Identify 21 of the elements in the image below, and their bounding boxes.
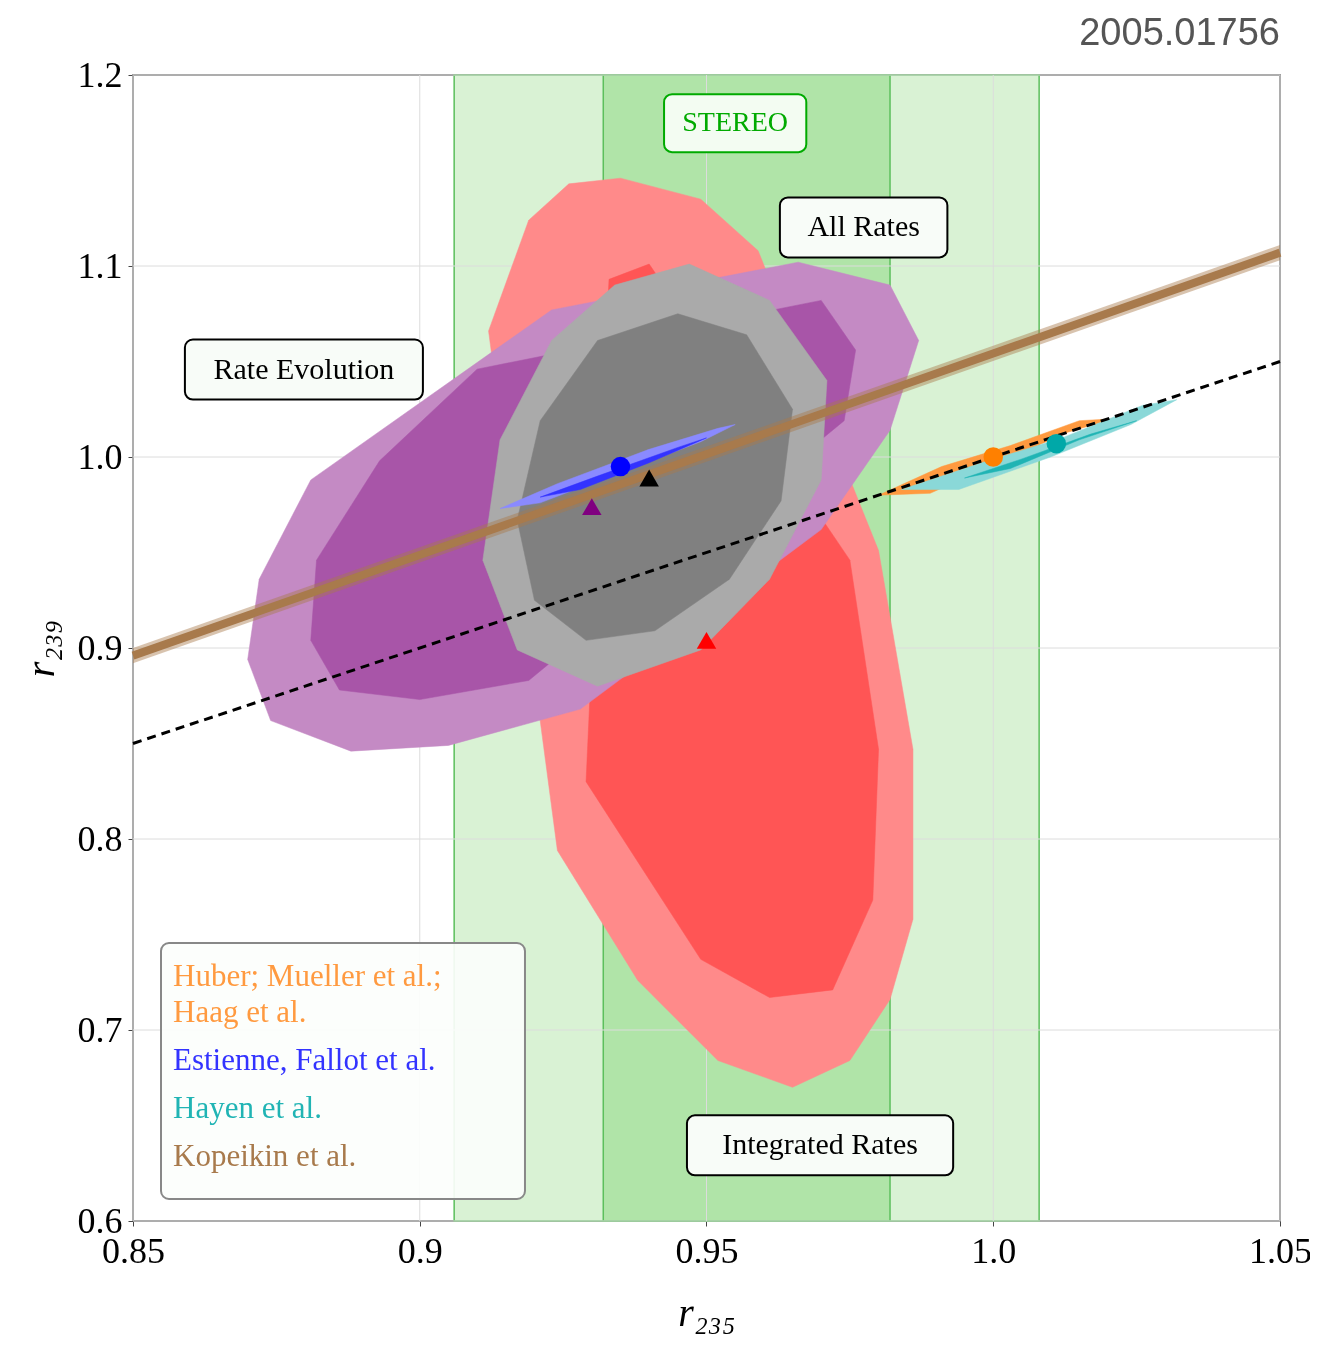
annotation: Rate Evolution — [213, 351, 395, 385]
y-tick-label: 1.0 — [77, 436, 123, 477]
text: Hayen et al. — [173, 1090, 322, 1125]
y-tick-label: 0.7 — [77, 1009, 123, 1050]
y-tick-label: 1.2 — [77, 54, 123, 95]
text: 2005.01756 — [1079, 11, 1280, 53]
annotation: Integrated Rates — [722, 1127, 918, 1161]
y-tick-label: 0.9 — [77, 627, 123, 668]
x-tick-label: 0.95 — [675, 1230, 739, 1271]
x-tick-label: 0.9 — [397, 1230, 443, 1271]
text: Huber; Mueller et al.; Haag et al. — [173, 958, 442, 1029]
y-tick-label: 0.8 — [77, 818, 123, 859]
text: Estienne, Fallot et al. — [173, 1042, 436, 1077]
y-tick-label: 1.1 — [77, 245, 123, 286]
text: Kopeikin et al. — [173, 1138, 357, 1173]
annotation: All Rates — [807, 209, 920, 243]
y-axis-title: r₂₃₉ — [17, 619, 63, 678]
annotation: STEREO — [682, 106, 789, 138]
x-tick-label: 1.0 — [971, 1230, 1017, 1271]
x-tick-label: 1.05 — [1249, 1230, 1312, 1271]
x-axis-title: r₂₃₅ — [678, 1289, 736, 1335]
